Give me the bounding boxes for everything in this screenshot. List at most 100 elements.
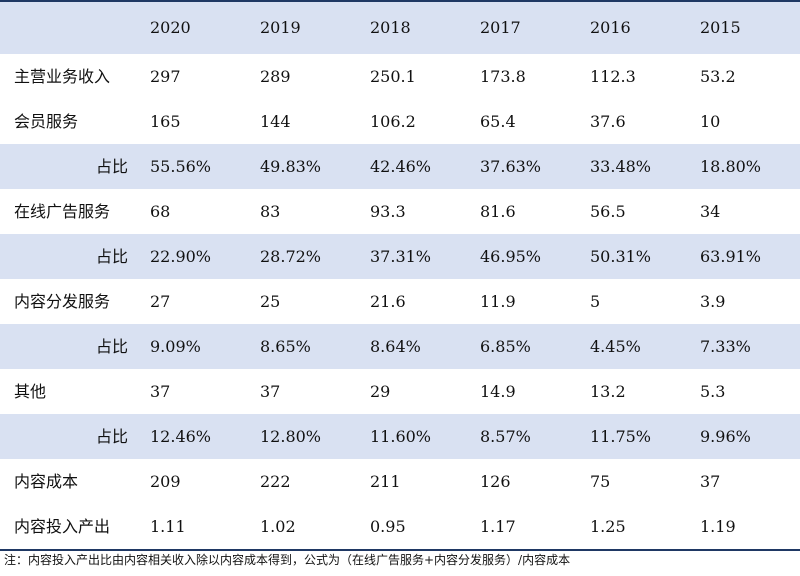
row-label: 在线广告服务 [14,202,111,221]
value-cell: 5.3 [700,382,726,401]
value-cell: 209 [150,472,181,491]
value-cell: 1.19 [700,517,736,536]
value-cell: 68 [150,202,171,221]
value-cell: 11.75% [590,427,652,446]
value-cell: 49.83% [260,157,322,176]
value-cell: 9.96% [700,427,751,446]
value-cell: 18.80% [700,157,762,176]
value-cell: 8.65% [260,337,311,356]
value-cell: 1.17 [480,517,516,536]
value-cell: 21.6 [370,292,406,311]
table-row: 内容投入产出 1.11 1.02 0.95 1.17 1.25 1.19 [0,504,800,550]
value-cell: 10 [700,112,721,131]
value-cell: 11.60% [370,427,432,446]
value-cell: 22.90% [150,247,212,266]
value-cell: 7.33% [700,337,751,356]
value-cell: 29 [370,382,391,401]
row-label: 内容投入产出 [14,517,111,536]
value-cell: 126 [480,472,511,491]
header-row: 2020 2019 2018 2017 2016 2015 [0,1,800,54]
value-cell: 9.09% [150,337,201,356]
value-cell: 3.9 [700,292,726,311]
table-row: 主营业务收入 297 289 250.1 173.8 112.3 53.2 [0,54,800,99]
value-cell: 93.3 [370,202,406,221]
value-cell: 33.48% [590,157,652,176]
header-year-cell: 2020 [150,18,191,37]
value-cell: 56.5 [590,202,626,221]
value-cell: 37.6 [590,112,626,131]
value-cell: 1.11 [150,517,186,536]
value-cell: 144 [260,112,291,131]
header-year-cell: 2017 [480,18,521,37]
ratio-row: 占比 55.56% 49.83% 42.46% 37.63% 33.48% 18.80% [0,144,800,189]
footnote: 注：内容投入产出比由内容相关收入除以内容成本得到，公式为（在线广告服务+内容分发… [4,553,571,567]
row-label: 占比 [95,247,128,266]
value-cell: 297 [150,67,181,86]
row-label: 主营业务收入 [14,67,111,86]
value-cell: 222 [260,472,291,491]
table-row: 其他 37 37 29 14.9 13.2 5.3 [0,369,800,414]
value-cell: 25 [260,292,281,311]
table-row: 会员服务 165 144 106.2 65.4 37.6 10 [0,99,800,144]
value-cell: 0.95 [370,517,406,536]
header-label-cell [0,1,140,54]
value-cell: 83 [260,202,281,221]
value-cell: 1.02 [260,517,296,536]
table-row: 内容成本 209 222 211 126 75 37 [0,459,800,504]
value-cell: 75 [590,472,611,491]
ratio-row: 占比 9.09% 8.65% 8.64% 6.85% 4.45% 7.33% [0,324,800,369]
revenue-table: 2020 2019 2018 2017 2016 2015 主营业务收入 297 289 250… [0,1,800,550]
value-cell: 211 [370,472,401,491]
value-cell: 4.45% [590,337,641,356]
value-cell: 37.63% [480,157,542,176]
value-cell: 106.2 [370,112,416,131]
row-label: 占比 [95,157,128,176]
value-cell: 12.80% [260,427,322,446]
value-cell: 37.31% [370,247,432,266]
value-cell: 5 [590,292,601,311]
value-cell: 50.31% [590,247,652,266]
value-cell: 13.2 [590,382,626,401]
table-header: 2020 2019 2018 2017 2016 2015 [0,1,800,54]
table-row: 内容分发服务 27 25 21.6 11.9 5 3.9 [0,279,800,324]
header-year-cell: 2018 [370,18,411,37]
header-year-cell: 2016 [590,18,631,37]
value-cell: 165 [150,112,181,131]
value-cell: 27 [150,292,171,311]
table-body: 主营业务收入 297 289 250.1 173.8 112.3 53.2 会员服务 165 14… [0,54,800,550]
value-cell: 46.95% [480,247,542,266]
value-cell: 173.8 [480,67,526,86]
value-cell: 55.56% [150,157,212,176]
value-cell: 37 [260,382,281,401]
ratio-row: 占比 22.90% 28.72% 37.31% 46.95% 50.31% 63.91% [0,234,800,279]
value-cell: 12.46% [150,427,212,446]
table-row: 在线广告服务 68 83 93.3 81.6 56.5 34 [0,189,800,234]
value-cell: 81.6 [480,202,516,221]
value-cell: 37 [150,382,171,401]
value-cell: 11.9 [480,292,516,311]
row-label: 占比 [95,427,128,446]
value-cell: 8.64% [370,337,421,356]
value-cell: 289 [260,67,291,86]
header-year-cell: 2015 [700,18,741,37]
row-label: 占比 [95,337,128,356]
value-cell: 63.91% [700,247,762,266]
value-cell: 65.4 [480,112,516,131]
value-cell: 42.46% [370,157,432,176]
value-cell: 6.85% [480,337,531,356]
value-cell: 1.25 [590,517,626,536]
row-label: 内容成本 [14,472,79,491]
row-label: 会员服务 [14,112,79,131]
value-cell: 34 [700,202,721,221]
row-label: 内容分发服务 [14,292,111,311]
value-cell: 14.9 [480,382,516,401]
ratio-row: 占比 12.46% 12.80% 11.60% 8.57% 11.75% 9.96% [0,414,800,459]
revenue-table-container: 2020 2019 2018 2017 2016 2015 主营业务收入 297 289 250… [0,1,800,550]
value-cell: 8.57% [480,427,531,446]
value-cell: 250.1 [370,67,416,86]
value-cell: 28.72% [260,247,322,266]
row-label: 其他 [14,382,47,401]
value-cell: 53.2 [700,67,736,86]
value-cell: 112.3 [590,67,636,86]
header-year-cell: 2019 [260,18,301,37]
